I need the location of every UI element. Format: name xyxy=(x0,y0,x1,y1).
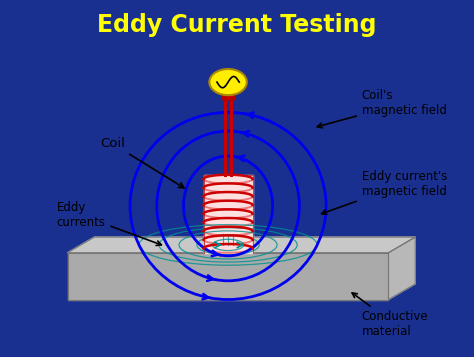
Text: Coil: Coil xyxy=(100,137,184,188)
Text: Eddy current's
magnetic field: Eddy current's magnetic field xyxy=(321,170,447,214)
Text: Eddy Current Testing: Eddy Current Testing xyxy=(97,13,377,37)
Polygon shape xyxy=(389,237,415,300)
Text: Conductive
material: Conductive material xyxy=(352,293,428,338)
Circle shape xyxy=(210,69,247,95)
Text: Eddy
currents: Eddy currents xyxy=(56,201,161,246)
Polygon shape xyxy=(68,237,415,253)
Text: Coil's
magnetic field: Coil's magnetic field xyxy=(317,89,447,128)
Polygon shape xyxy=(203,175,253,253)
Polygon shape xyxy=(68,253,389,300)
